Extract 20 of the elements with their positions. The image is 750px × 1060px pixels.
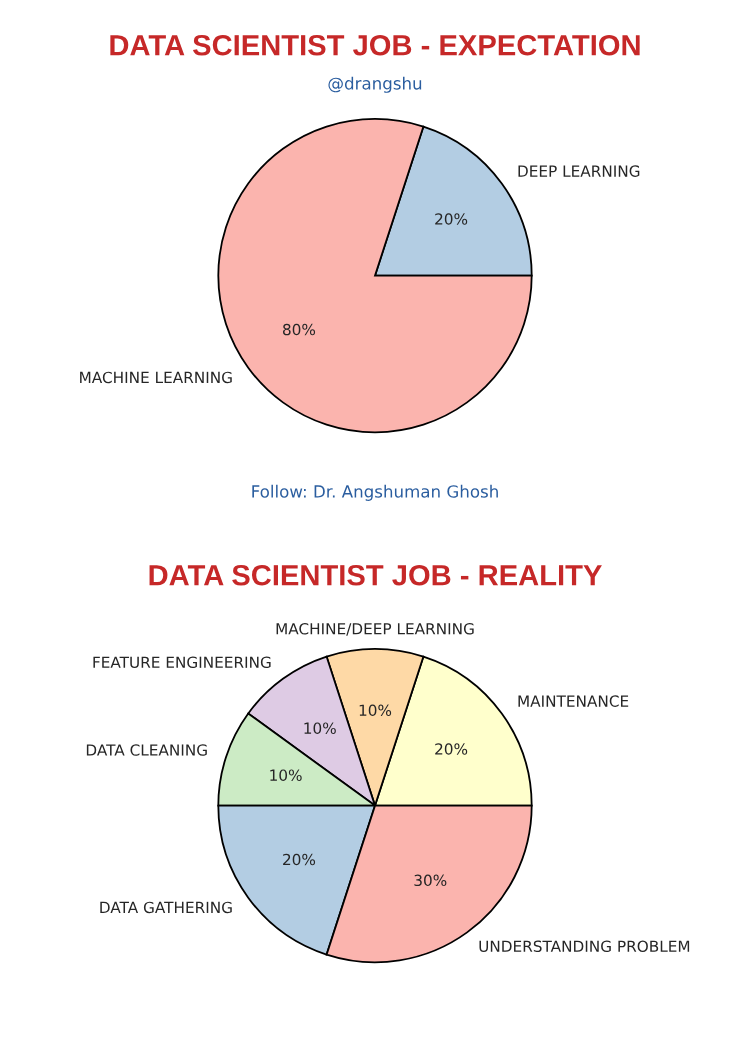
slice-label: MACHINE/DEEP LEARNING [276,622,474,636]
slice-label: MAINTENANCE [518,695,629,707]
slice-label: DATA GATHERING [100,901,232,914]
chart-title: DATA SCIENTIST JOB - EXPECTATION [110,34,640,56]
slice-label: FEATURE ENGINEERING [93,656,271,669]
slice-label: DATA CLEANING [86,744,207,756]
data-label: 20% [435,213,468,225]
slice-label: UNDERSTANDING PROBLEM [479,940,690,953]
slice-label: MACHINE LEARNING [80,371,232,384]
chart-subtitle: @drangshu [328,76,422,93]
data-label: 20% [283,853,316,866]
data-label: 10% [270,769,302,781]
data-label: 20% [435,743,468,755]
chart-title: DATA SCIENTIST JOB - REALITY [149,564,602,586]
data-label: 80% [283,323,316,336]
data-label: 10% [304,722,336,734]
data-label: 30% [414,874,447,887]
slice-label: DEEP LEARNING [518,165,640,177]
data-label: 10% [359,704,392,717]
text: Follow: Dr. Angshuman Ghosh [252,484,498,501]
